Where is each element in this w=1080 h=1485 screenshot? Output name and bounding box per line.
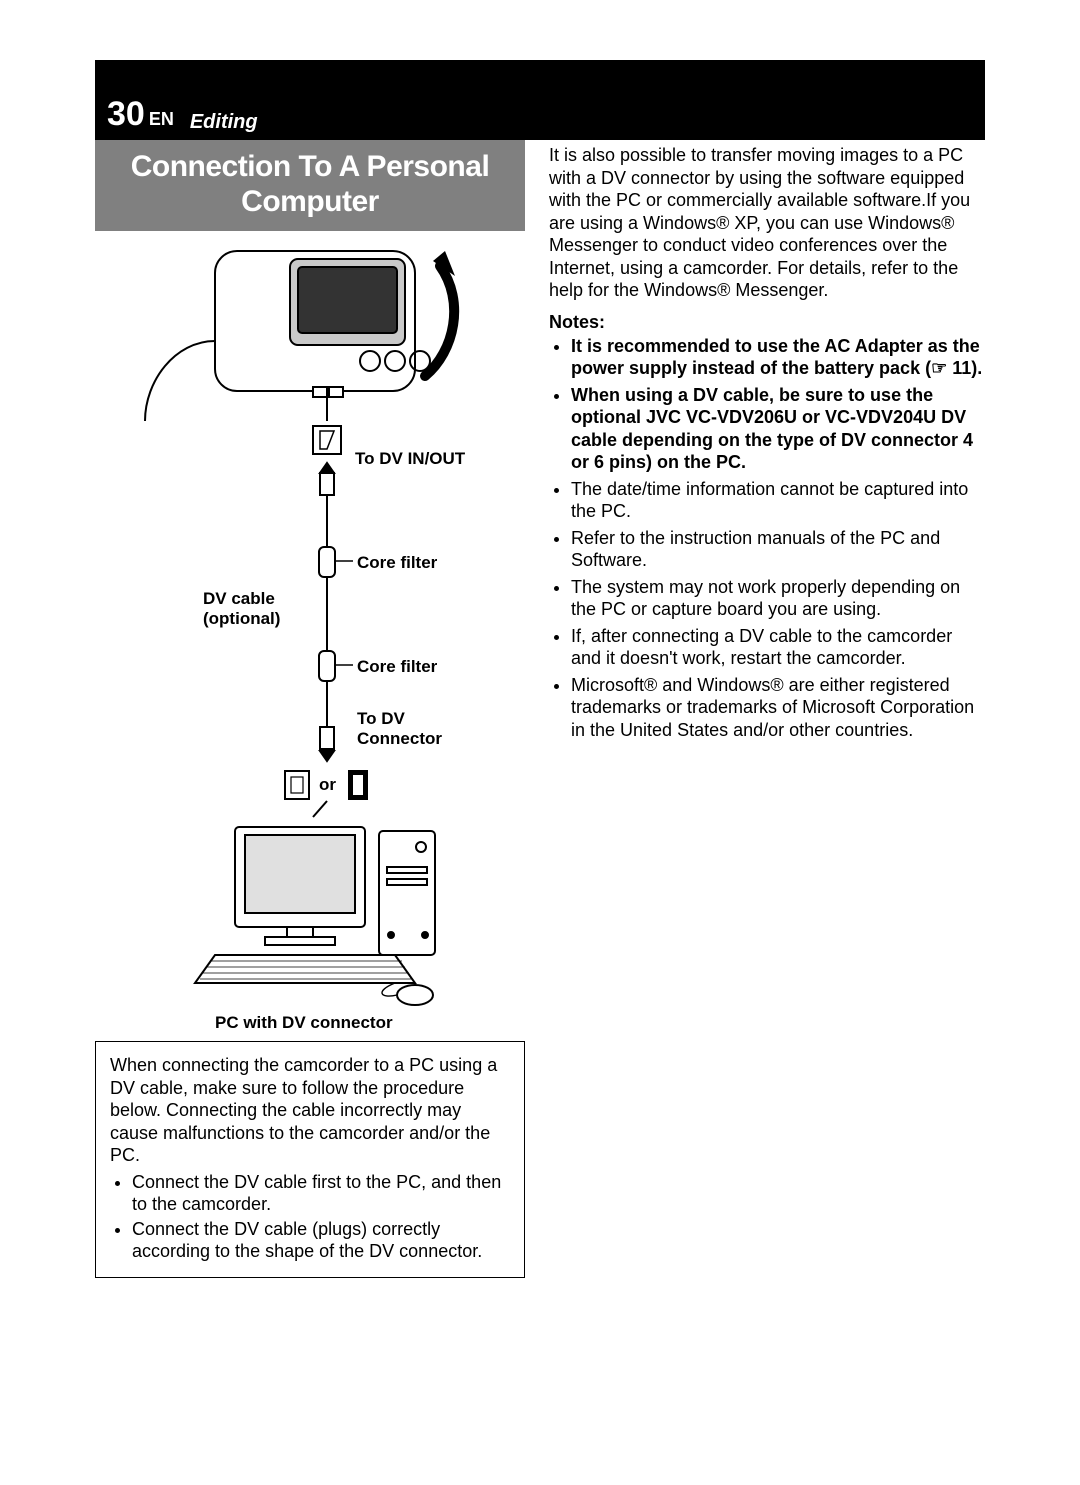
label-to-dv-in-out: To DV IN/OUT [355,449,465,469]
notes-item: Microsoft® and Windows® are either regis… [571,674,985,742]
connection-diagram: To DV IN/OUT Core filter DV cable (optio… [95,231,525,1041]
right-column: It is also possible to transfer moving i… [549,140,985,1278]
procedure-list: Connect the DV cable first to the PC, an… [110,1171,510,1263]
procedure-item: Connect the DV cable first to the PC, an… [132,1171,510,1216]
notes-list: It is recommended to use the AC Adapter … [549,335,985,742]
article-title: Connection To A Personal Computer [95,140,525,231]
label-core-filter-1: Core filter [357,553,437,573]
label-pc-with-dv: PC with DV connector [215,1013,393,1033]
left-column: Connection To A Personal Computer [95,140,525,1278]
label-to-dv-connector: To DV Connector [357,709,467,750]
page-header-bar: 30 EN Editing [95,60,985,140]
procedure-intro: When connecting the camcorder to a PC us… [110,1054,510,1167]
section-title: Editing [190,111,258,134]
page-number: 30 [107,95,145,134]
manual-page: 30 EN Editing Connection To A Personal C… [0,0,1080,1485]
notes-item: The system may not work properly dependi… [571,576,985,621]
page-language: EN [149,109,174,130]
page-number-wrap: 30 EN [107,95,174,134]
notes-item: If, after connecting a DV cable to the c… [571,625,985,670]
notes-item: Refer to the instruction manuals of the … [571,527,985,572]
notes-heading: Notes: [549,312,985,333]
right-paragraph: It is also possible to transfer moving i… [549,144,985,302]
label-core-filter-2: Core filter [357,657,437,677]
notes-item: It is recommended to use the AC Adapter … [571,335,985,380]
notes-item: The date/time information cannot be capt… [571,478,985,523]
procedure-box: When connecting the camcorder to a PC us… [95,1041,525,1278]
notes-item: When using a DV cable, be sure to use th… [571,384,985,474]
diagram-svg [95,231,525,1041]
label-dv-cable: DV cable (optional) [203,589,293,630]
two-column-layout: Connection To A Personal Computer [95,140,985,1278]
procedure-item: Connect the DV cable (plugs) correctly a… [132,1218,510,1263]
label-or: or [319,775,336,795]
